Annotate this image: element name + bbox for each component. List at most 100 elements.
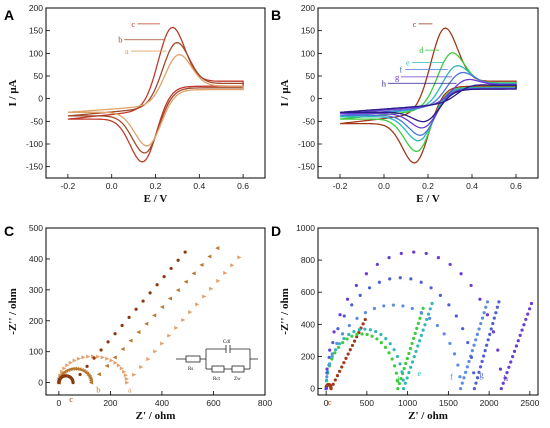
data-point-d	[408, 346, 413, 351]
plot-frame	[45, 227, 266, 396]
y-tick-label: 50	[34, 71, 44, 81]
data-point-d	[412, 336, 416, 340]
data-point-e	[412, 355, 416, 359]
equivalent-circuit-inset	[176, 345, 258, 373]
data-point-g	[497, 300, 501, 304]
data-point-d	[393, 364, 397, 368]
y-tick-label: 300	[29, 285, 43, 295]
curve-label-d: d	[419, 45, 424, 55]
data-point-g	[377, 280, 382, 284]
data-point-a	[230, 263, 235, 268]
data-point-d	[330, 357, 334, 361]
data-point-e	[416, 344, 420, 348]
data-point-h	[509, 360, 513, 364]
data-point-a	[119, 366, 124, 371]
data-point-g	[461, 327, 465, 331]
curve-label-g: g	[395, 72, 400, 82]
data-point-a	[139, 364, 144, 369]
data-point-f	[467, 359, 471, 364]
cv-chart-b: -0.2 0.0 0.2 0.4 0.6 -150 -100 -50 0 50 100 150 200 E…	[279, 3, 539, 205]
x-axis-label: Z' / ohm	[408, 410, 448, 422]
data-point-c	[148, 291, 152, 295]
data-point-c	[331, 382, 335, 386]
panel-label-d: D	[271, 223, 281, 239]
data-point-d	[379, 341, 383, 345]
data-point-c	[342, 361, 346, 365]
y-tick-label: 800	[301, 255, 315, 265]
data-point-e	[430, 301, 434, 306]
data-point-g	[472, 386, 477, 391]
data-point-b	[152, 313, 157, 318]
data-point-f	[340, 332, 345, 336]
data-point-g	[409, 277, 413, 281]
curve-label-c: c	[413, 19, 417, 29]
data-point-c	[348, 348, 352, 352]
data-point-g	[472, 371, 476, 375]
y-tick-label: 600	[301, 287, 315, 297]
data-point-h	[424, 251, 428, 256]
curve-label-f: f	[399, 65, 402, 75]
data-point-b	[175, 288, 180, 293]
data-point-g	[466, 340, 470, 345]
data-point-g	[454, 314, 458, 318]
data-point-c	[183, 250, 187, 254]
data-point-d	[397, 381, 402, 386]
data-point-h	[332, 330, 336, 334]
data-point-h	[522, 323, 526, 327]
data-point-c	[162, 274, 166, 279]
data-point-a	[123, 373, 128, 378]
data-point-d	[394, 371, 398, 375]
data-point-c	[346, 352, 350, 356]
data-point-b	[199, 262, 204, 267]
data-point-f	[401, 304, 405, 308]
data-point-a	[160, 341, 165, 346]
data-point-f	[382, 304, 386, 308]
data-point-f	[448, 341, 452, 346]
data-point-g	[495, 305, 499, 309]
data-point-f	[435, 323, 439, 328]
data-point-e	[384, 336, 388, 341]
data-point-h	[529, 301, 534, 306]
data-point-g	[494, 311, 498, 315]
data-point-a	[65, 363, 70, 368]
data-point-g	[489, 327, 493, 331]
data-point-h	[375, 262, 379, 267]
data-point-f	[391, 303, 395, 307]
circuit-cdl-label: Cdl	[223, 340, 231, 345]
data-point-c	[99, 348, 103, 352]
data-point-a	[202, 294, 207, 299]
data-point-c	[329, 386, 333, 391]
data-point-f	[479, 321, 483, 326]
y-tick-label: 50	[306, 71, 316, 81]
data-point-f	[363, 311, 368, 315]
x-tick-label: 500	[360, 398, 374, 408]
circuit-rct-label: Rct	[213, 377, 221, 382]
data-point-d	[375, 337, 379, 341]
data-point-b	[68, 367, 73, 372]
data-point-d	[405, 356, 409, 361]
data-point-f	[456, 363, 460, 367]
data-point-a	[109, 358, 114, 363]
x-tick-label: -0.2	[61, 181, 76, 191]
data-point-h	[436, 256, 441, 260]
data-point-e	[324, 378, 329, 382]
data-point-h	[503, 376, 507, 380]
data-point-c	[113, 332, 117, 336]
data-point-a	[68, 360, 73, 365]
data-point-g	[447, 303, 451, 307]
data-point-a	[62, 366, 67, 371]
data-point-d	[416, 321, 420, 325]
data-point-c	[120, 323, 124, 328]
data-point-f	[419, 311, 423, 315]
data-point-d	[345, 337, 349, 341]
data-point-g	[492, 316, 496, 320]
x-tick-label: -0.2	[333, 181, 348, 191]
y-tick-label: -150	[26, 162, 43, 172]
y-tick-label: 0	[38, 378, 43, 388]
x-axis-label: E / V	[144, 193, 168, 205]
data-point-h	[459, 272, 463, 276]
data-point-a	[146, 357, 151, 362]
y-tick-label: -50	[303, 116, 316, 126]
data-point-d	[365, 332, 369, 337]
cv-curve-h	[339, 84, 517, 123]
